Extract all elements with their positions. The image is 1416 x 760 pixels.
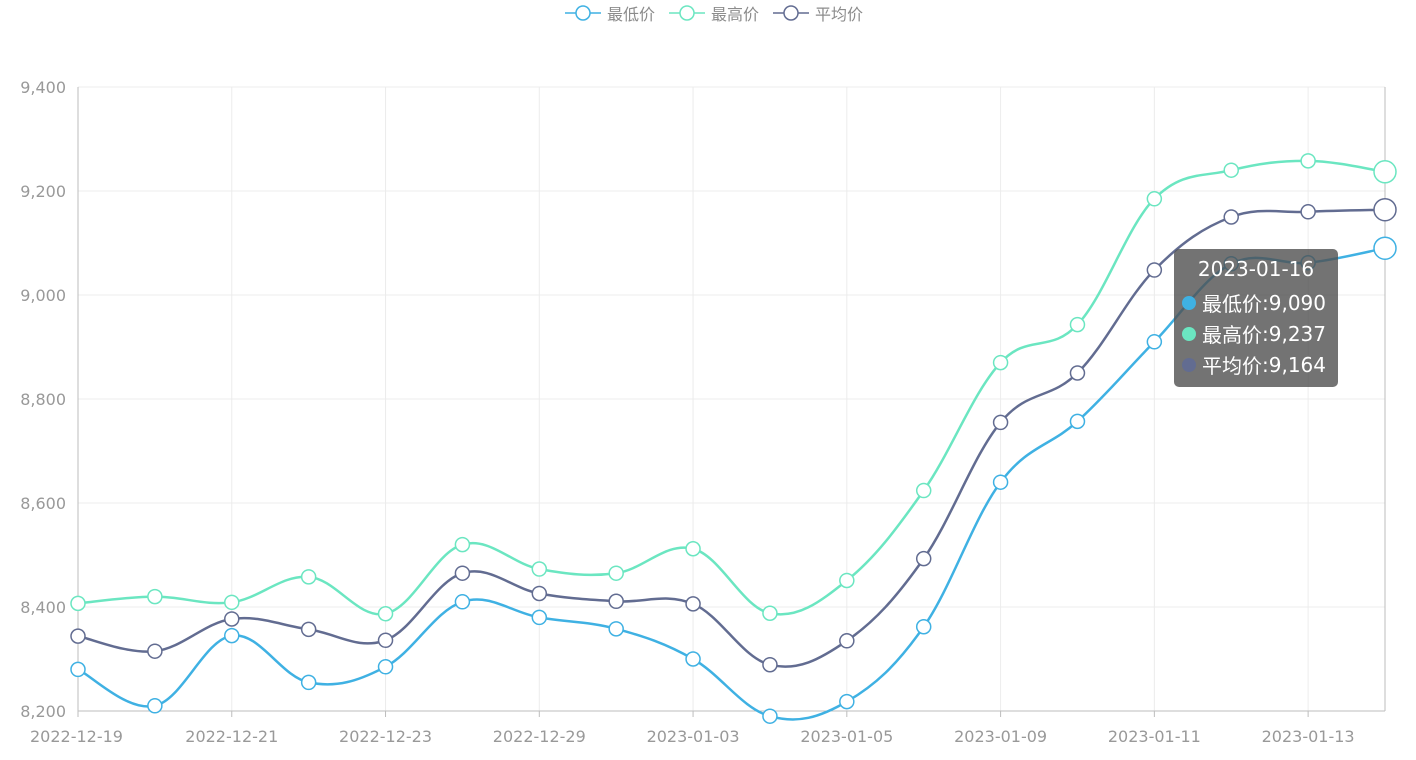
data-point	[762, 708, 778, 724]
legend-marker-max-icon	[668, 5, 705, 21]
x-tick-label: 2022-12-21	[185, 727, 278, 746]
y-tick-label: 9,200	[20, 182, 66, 201]
x-tick-label: 2023-01-09	[954, 727, 1047, 746]
legend-marker-min-icon	[564, 5, 601, 21]
x-tick-label: 2023-01-13	[1262, 727, 1355, 746]
data-point	[1373, 160, 1397, 184]
x-tick-label: 2023-01-05	[800, 727, 893, 746]
data-point	[224, 594, 240, 611]
data-point	[147, 698, 163, 714]
tooltip-label-max: 最高价	[1202, 323, 1262, 347]
tooltip-dot-min-icon	[1182, 295, 1196, 310]
tooltip-row-min: 最低价: 9,090	[1182, 287, 1338, 318]
legend-item-avg[interactable]: 平均价	[773, 1, 863, 25]
grid-lines	[77, 86, 1385, 712]
data-point	[377, 632, 394, 649]
data-point	[531, 609, 548, 626]
data-point	[1223, 209, 1239, 225]
y-tick-label: 8,400	[20, 598, 66, 617]
tooltip-value-min: 9,090	[1268, 290, 1327, 315]
data-point	[531, 585, 548, 602]
data-point	[915, 482, 932, 499]
data-point	[300, 621, 317, 638]
y-tick-label: 8,800	[20, 390, 66, 409]
data-point	[1146, 191, 1163, 207]
tooltip-value-max: 9,237	[1268, 321, 1327, 346]
y-tick-label: 8,600	[20, 494, 66, 513]
data-point	[147, 643, 163, 659]
data-point	[1069, 365, 1086, 381]
chart-legend: 最低价 最高价 平均价	[6, 0, 1416, 26]
tooltip-row-max: 最高价: 9,237	[1182, 318, 1338, 349]
tooltip-dot-avg-icon	[1182, 357, 1196, 372]
y-tick-label: 9,000	[20, 286, 66, 305]
data-point	[224, 611, 240, 627]
x-tick-labels: 2022-12-19 2022-12-21 2022-12-23 2022-12-29…	[30, 727, 1355, 746]
data-point	[70, 628, 86, 644]
tooltip-title: 2023-01-16	[1197, 257, 1315, 281]
data-point	[1069, 413, 1086, 430]
data-point	[300, 674, 317, 691]
legend-label-min: 最低价	[606, 5, 655, 24]
data-point	[762, 605, 778, 621]
data-point	[915, 619, 932, 635]
legend-label-avg: 平均价	[815, 5, 864, 24]
tooltip-label-avg: 平均价	[1202, 354, 1262, 378]
tooltip-dot-max-icon	[1182, 326, 1196, 341]
tooltip-row-avg: 平均价: 9,164	[1182, 349, 1338, 380]
x-tick-label: 2022-12-19	[30, 727, 123, 746]
data-point	[377, 606, 394, 622]
tooltip-label-min: 最低价	[1202, 292, 1262, 316]
data-point	[1373, 197, 1397, 222]
series-line-1	[77, 159, 1386, 616]
y-tick-label: 8,200	[20, 702, 66, 721]
data-point	[839, 572, 855, 589]
data-point	[992, 354, 1009, 371]
data-point	[608, 593, 624, 610]
x-tick-label: 2022-12-29	[493, 727, 586, 746]
data-point	[1300, 204, 1316, 220]
data-point	[1146, 262, 1163, 278]
legend-label-max: 最高价	[710, 5, 759, 24]
legend-item-max[interactable]: 最高价	[668, 1, 759, 25]
data-point	[70, 595, 86, 612]
x-tick-label: 2023-01-03	[647, 727, 740, 746]
data-point	[70, 661, 86, 678]
data-point	[992, 414, 1009, 431]
data-point	[608, 621, 624, 637]
data-point	[1223, 162, 1239, 178]
data-point	[454, 565, 471, 581]
data-point	[762, 656, 778, 673]
data-point	[685, 651, 701, 667]
data-point	[531, 561, 548, 577]
tooltip-value-avg: 9,164	[1268, 352, 1327, 377]
data-point	[454, 594, 471, 610]
data-point	[685, 541, 701, 557]
data-point	[839, 693, 855, 710]
y-tick-label: 9,400	[20, 78, 66, 97]
data-point	[1146, 334, 1163, 350]
data-point	[992, 474, 1009, 490]
data-point	[454, 536, 471, 553]
data-point	[839, 633, 855, 649]
series-lines	[77, 159, 1386, 721]
data-point	[224, 627, 240, 644]
x-tick-label: 2022-12-23	[339, 727, 432, 746]
data-point	[300, 569, 317, 585]
y-tick-labels: 8,200 8,400 8,600 8,800 9,000 9,200 9,400	[20, 78, 66, 721]
legend-item-min[interactable]: 最低价	[564, 1, 655, 25]
data-point	[608, 565, 624, 581]
data-point	[1373, 236, 1397, 260]
data-point	[1300, 153, 1316, 169]
data-point	[377, 659, 394, 675]
data-tooltip: 2023-01-16 最低价: 9,090 最高价: 9,237 平均价: 9,…	[1174, 249, 1338, 387]
data-point	[915, 550, 932, 567]
legend-marker-avg-icon	[773, 5, 809, 21]
axes	[77, 87, 1386, 717]
data-point	[1069, 316, 1086, 333]
data-point	[147, 588, 163, 605]
x-tick-label: 2023-01-11	[1108, 727, 1201, 746]
data-point	[685, 596, 701, 612]
